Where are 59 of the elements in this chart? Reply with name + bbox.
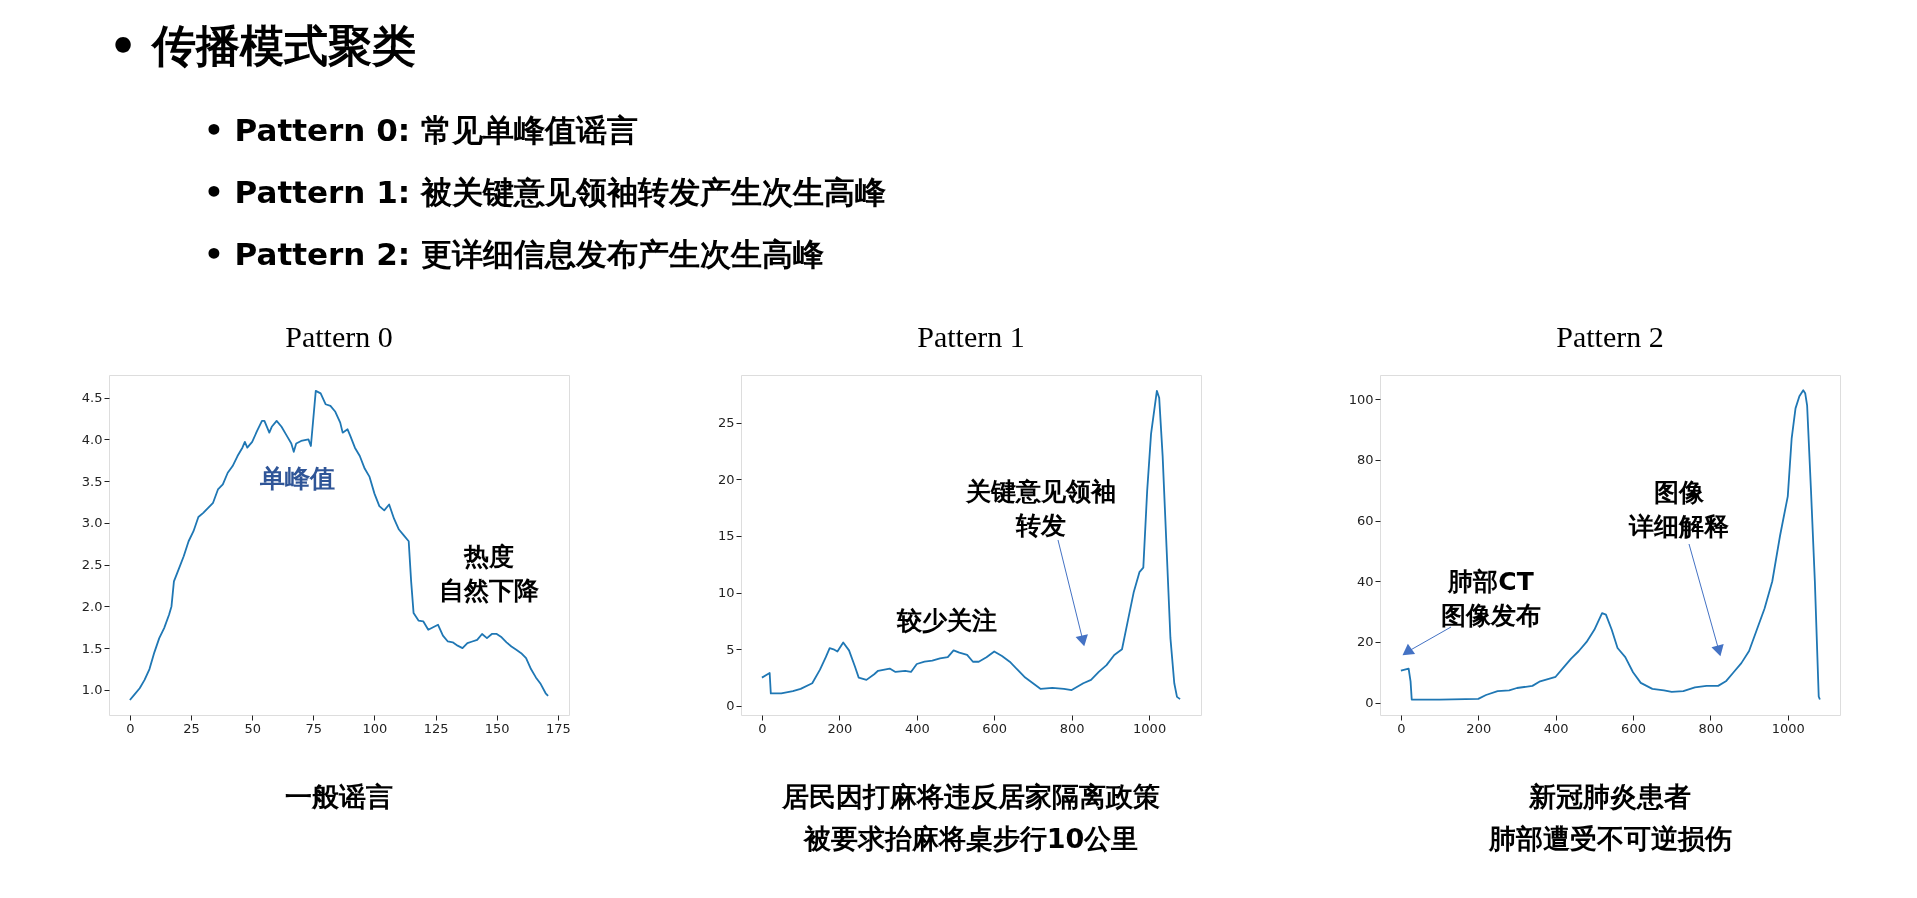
line-series xyxy=(1399,389,1821,701)
y-tick-label: 25 xyxy=(717,415,735,431)
y-tick-label: 2.0 xyxy=(81,598,103,614)
x-tick-label: 100 xyxy=(362,720,388,736)
y-tick-label: 20 xyxy=(1356,634,1374,650)
x-tick-label: 125 xyxy=(423,720,449,736)
y-tick-label: 2.5 xyxy=(81,557,103,573)
y-tick-label: 40 xyxy=(1356,573,1374,589)
y-tick-label: 4.0 xyxy=(81,431,103,447)
chart-title: Pattern 0 xyxy=(285,320,393,353)
text: • 传播模式聚类 xyxy=(109,20,417,71)
x-tick-label: 600 xyxy=(1621,720,1646,736)
annotation: 热度自然下降 xyxy=(439,542,540,605)
annotation: 图像详细解释 xyxy=(1628,478,1729,541)
x-tick-label: 0 xyxy=(758,720,767,736)
y-tick-label: 20 xyxy=(717,471,735,487)
x-tick-label: 1000 xyxy=(1771,720,1805,736)
text: 居民因打麻将违反居家隔离政策被要求抬麻将桌步行10公里 xyxy=(781,781,1160,854)
y-tick-label: 60 xyxy=(1356,513,1374,529)
x-tick-label: 75 xyxy=(305,720,323,736)
text: • Pattern 2: 更详细信息发布产生次生高峰 xyxy=(204,236,824,272)
y-tick-label: 3.5 xyxy=(81,473,103,489)
text: • Pattern 1: 被关键意见领袖转发产生次生高峰 xyxy=(204,174,886,210)
x-tick-label: 800 xyxy=(1698,720,1724,736)
x-tick-label: 0 xyxy=(1397,720,1406,736)
y-tick-label: 0 xyxy=(726,698,735,714)
x-tick-label: 25 xyxy=(183,720,200,736)
x-tick-label: 400 xyxy=(904,720,930,736)
x-tick-label: 50 xyxy=(244,720,261,736)
y-tick-label: 1.0 xyxy=(81,682,103,698)
x-tick-label: 600 xyxy=(982,720,1008,736)
x-tick-label: 0 xyxy=(126,720,135,736)
y-tick-label: 5 xyxy=(726,641,735,657)
y-tick-label: 80 xyxy=(1356,452,1374,468)
text: 新冠肺炎患者肺部遭受不可逆损伤 xyxy=(1487,781,1732,854)
y-tick-label: 10 xyxy=(717,585,735,601)
annotation: 关键意见领袖转发 xyxy=(965,477,1116,540)
annotation: 单峰值 xyxy=(258,464,335,493)
annotation: 肺部CT图像发布 xyxy=(1441,567,1541,630)
x-tick-label: 400 xyxy=(1543,720,1569,736)
x-tick-label: 1000 xyxy=(1133,720,1167,736)
x-tick-label: 200 xyxy=(1466,720,1492,736)
y-tick-label: 3.0 xyxy=(81,515,103,531)
x-tick-label: 200 xyxy=(827,720,853,736)
y-tick-label: 4.5 xyxy=(81,390,103,406)
x-tick-label: 150 xyxy=(484,720,510,736)
x-tick-label: 175 xyxy=(545,720,571,736)
chart-title: Pattern 1 xyxy=(917,320,1025,353)
annotation: 较少关注 xyxy=(896,606,997,635)
y-tick-label: 1.5 xyxy=(81,640,103,656)
y-tick-label: 0 xyxy=(1365,695,1374,711)
x-tick-label: 800 xyxy=(1059,720,1085,736)
line-series xyxy=(761,389,1181,701)
text: • Pattern 0: 常见单峰值谣言 xyxy=(204,112,638,148)
chart-title: Pattern 2 xyxy=(1556,320,1664,353)
y-tick-label: 15 xyxy=(717,528,735,544)
text: 一般谣言 xyxy=(285,781,393,812)
y-tick-label: 100 xyxy=(1348,391,1374,407)
line-series xyxy=(129,389,549,701)
